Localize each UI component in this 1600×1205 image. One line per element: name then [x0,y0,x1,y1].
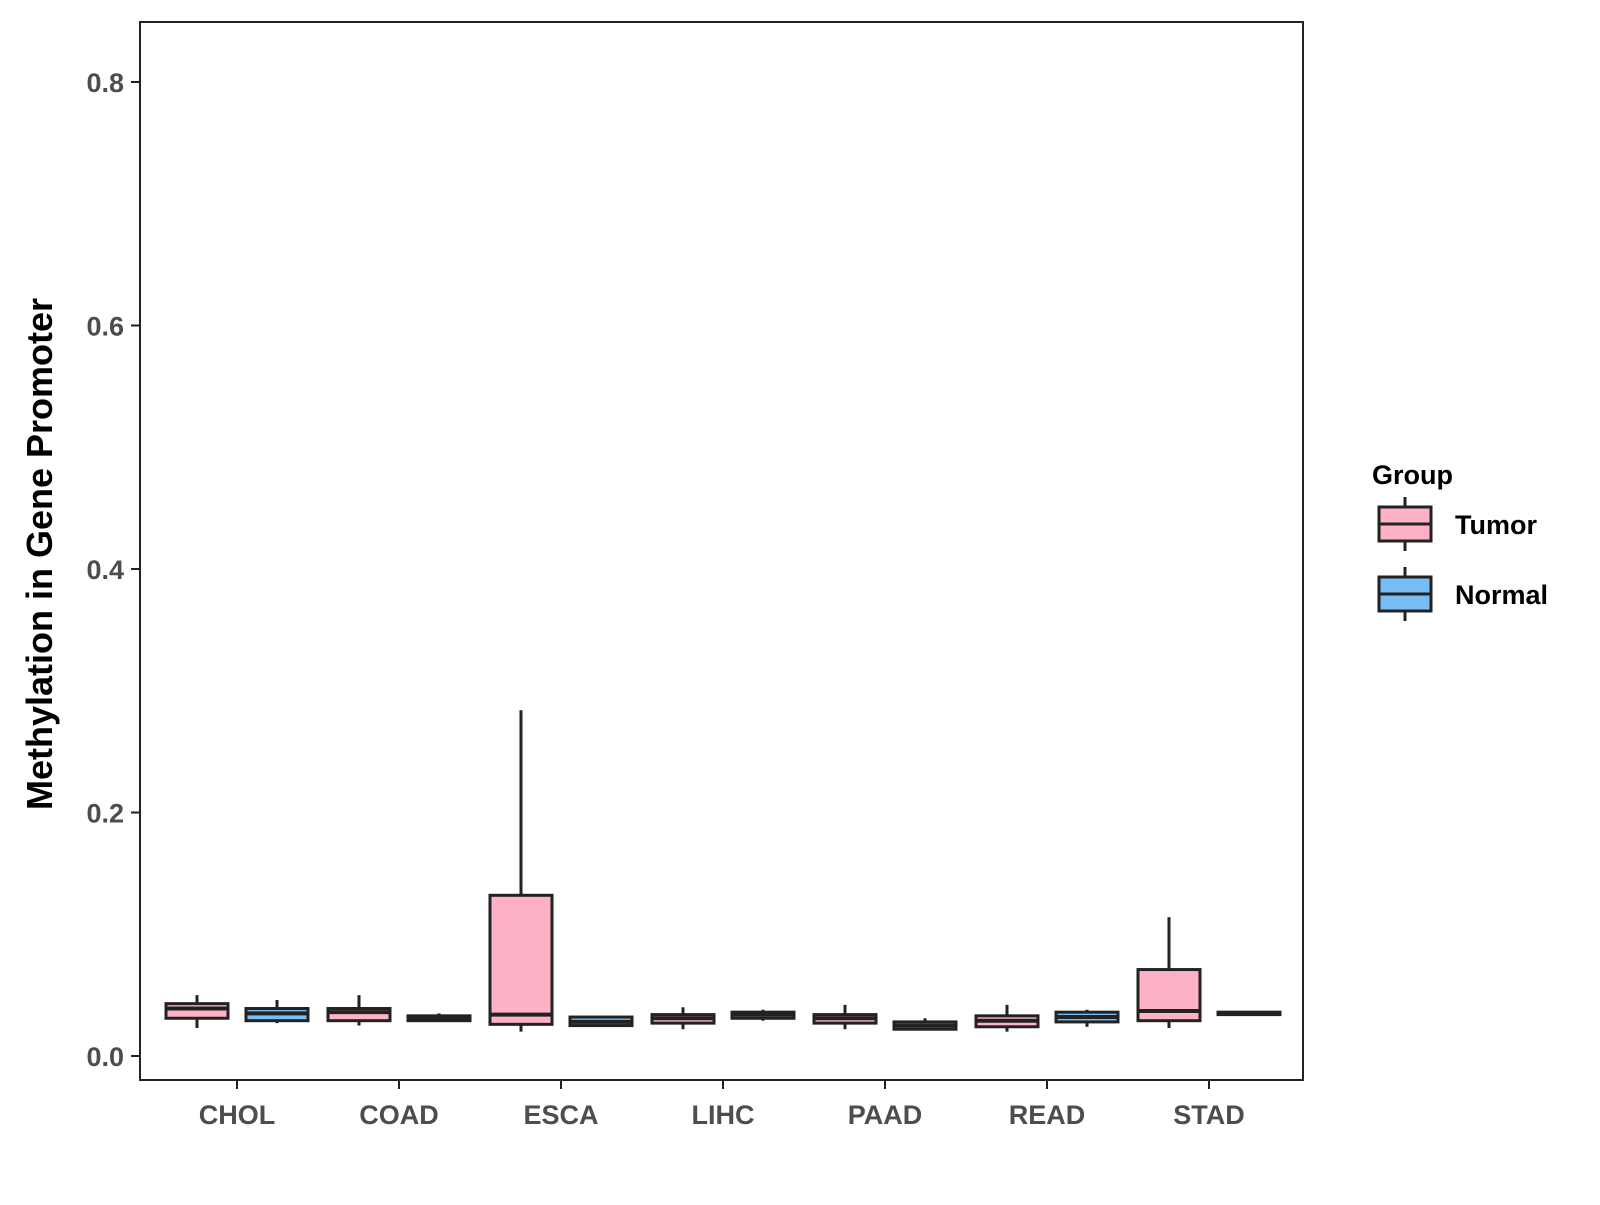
y-tick-label: 0.4 [86,555,124,585]
y-axis: 0.0 0.2 0.4 0.6 0.8 [86,68,140,1072]
box-tumor-coad [326,995,392,1026]
box-body [488,893,554,1026]
box-body [164,1002,230,1020]
box-body [1136,968,1202,1023]
y-tick-label: 0.8 [86,68,124,98]
box-normal-paad [892,1018,958,1031]
x-tick-label-chol: CHOL [199,1100,276,1130]
y-tick-label: 0.6 [86,312,124,342]
x-tick-label-stad: STAD [1173,1100,1245,1130]
legend-item-tumor: Tumor [1377,497,1537,551]
x-tick-label-coad: COAD [359,1100,439,1130]
box-tumor-read [974,1004,1040,1032]
box-tumor-paad [812,1004,878,1030]
y-axis-title: Methylation in Gene Promoter [19,298,60,810]
y-tick-label: 0.0 [86,1042,124,1072]
box-normal-read [1054,1009,1120,1027]
legend-label: Tumor [1455,510,1537,540]
boxes-layer [164,710,1282,1032]
box-tumor-esca [488,710,554,1032]
x-tick-label-esca: ESCA [523,1100,598,1130]
x-tick-label-paad: PAAD [848,1100,923,1130]
box-normal-coad [406,1013,472,1023]
y-tick-label: 0.2 [86,799,124,829]
box-normal-stad [1216,1010,1282,1017]
legend-title: Group [1372,460,1453,490]
box-tumor-lihc [650,1007,716,1030]
box-normal-esca [568,1015,634,1028]
box-tumor-chol [164,995,230,1028]
box-normal-lihc [730,1009,796,1021]
legend-item-normal: Normal [1377,567,1548,621]
legend-label: Normal [1455,580,1548,610]
legend: Group Tumor Normal [1372,460,1548,621]
box-normal-chol [244,999,310,1024]
box-tumor-stad [1136,917,1202,1028]
plot-panel-border [139,21,1304,1081]
x-axis: CHOL COAD ESCA LIHC PAAD READ STAD [199,1080,1245,1130]
x-tick-label-read: READ [1009,1100,1086,1130]
x-tick-label-lihc: LIHC [692,1100,755,1130]
